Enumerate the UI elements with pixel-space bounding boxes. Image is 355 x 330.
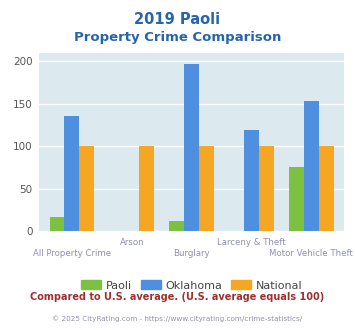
- Text: Property Crime Comparison: Property Crime Comparison: [74, 31, 281, 44]
- Text: Motor Vehicle Theft: Motor Vehicle Theft: [269, 249, 353, 258]
- Text: © 2025 CityRating.com - https://www.cityrating.com/crime-statistics/: © 2025 CityRating.com - https://www.city…: [53, 315, 302, 322]
- Bar: [50, 216, 65, 231]
- Text: Compared to U.S. average. (U.S. average equals 100): Compared to U.S. average. (U.S. average …: [31, 292, 324, 302]
- Bar: [289, 167, 304, 231]
- Text: 2019 Paoli: 2019 Paoli: [135, 12, 220, 26]
- Bar: [169, 221, 184, 231]
- Bar: [259, 146, 274, 231]
- Text: All Property Crime: All Property Crime: [33, 249, 111, 258]
- Bar: [304, 101, 319, 231]
- Text: Arson: Arson: [120, 238, 144, 247]
- Legend: Paoli, Oklahoma, National: Paoli, Oklahoma, National: [77, 276, 306, 295]
- Bar: [244, 130, 259, 231]
- Bar: [199, 146, 214, 231]
- Bar: [139, 146, 154, 231]
- Bar: [184, 64, 199, 231]
- Text: Larceny & Theft: Larceny & Theft: [217, 238, 286, 247]
- Text: Burglary: Burglary: [173, 249, 210, 258]
- Bar: [80, 146, 94, 231]
- Bar: [65, 116, 80, 231]
- Bar: [319, 146, 334, 231]
